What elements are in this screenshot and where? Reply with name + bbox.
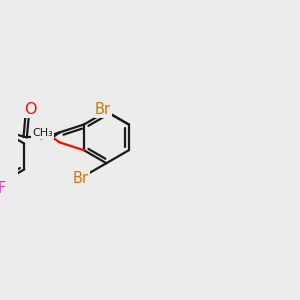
- Text: F: F: [0, 181, 6, 196]
- Text: Br: Br: [73, 171, 89, 186]
- Text: Br: Br: [95, 102, 111, 117]
- Text: CH₃: CH₃: [32, 128, 53, 138]
- Text: O: O: [24, 102, 37, 117]
